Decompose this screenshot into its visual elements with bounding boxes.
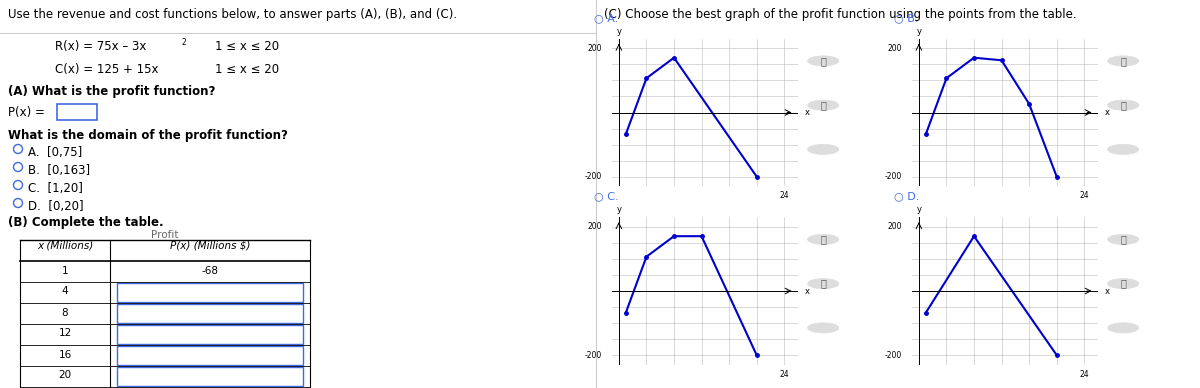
- Text: C(x) = 125 + 15x: C(x) = 125 + 15x: [55, 63, 158, 76]
- Text: 1: 1: [61, 265, 68, 275]
- Text: 24: 24: [780, 369, 790, 379]
- Text: -200: -200: [584, 351, 601, 360]
- Text: y: y: [917, 27, 922, 36]
- Text: ○ D.: ○ D.: [894, 192, 919, 202]
- Text: (C) Choose the best graph of the profit function using the points from the table: (C) Choose the best graph of the profit …: [604, 8, 1076, 21]
- Text: P(x) =: P(x) =: [8, 106, 44, 119]
- Text: 🔍: 🔍: [821, 56, 826, 66]
- Text: 1 ≤ x ≤ 20: 1 ≤ x ≤ 20: [215, 63, 280, 76]
- Text: B.  [0,163]: B. [0,163]: [28, 164, 90, 177]
- Text: 200: 200: [587, 44, 601, 53]
- Text: x: x: [805, 108, 810, 117]
- Text: -200: -200: [884, 172, 901, 181]
- Text: y: y: [617, 205, 622, 214]
- Text: ○ C.: ○ C.: [594, 192, 619, 202]
- Text: P(x) (Millions $): P(x) (Millions $): [170, 241, 250, 251]
- Text: 16: 16: [59, 350, 72, 360]
- Text: 🔍: 🔍: [1121, 234, 1126, 244]
- Text: 🔍: 🔍: [821, 100, 826, 110]
- Text: 🔍: 🔍: [821, 279, 826, 289]
- Text: x (Millions): x (Millions): [37, 241, 94, 251]
- Text: 200: 200: [887, 222, 901, 231]
- Text: 24: 24: [1080, 369, 1090, 379]
- FancyBboxPatch shape: [118, 283, 302, 302]
- Text: -68: -68: [202, 265, 218, 275]
- FancyBboxPatch shape: [118, 346, 302, 365]
- Text: 🔍: 🔍: [1121, 56, 1126, 66]
- Text: C.  [1,20]: C. [1,20]: [28, 182, 83, 195]
- FancyBboxPatch shape: [118, 367, 302, 386]
- Text: -200: -200: [584, 172, 601, 181]
- Text: x: x: [805, 286, 810, 296]
- Text: x: x: [1105, 286, 1110, 296]
- Text: 24: 24: [780, 191, 790, 200]
- Text: 🔍: 🔍: [1121, 100, 1126, 110]
- Text: -200: -200: [884, 351, 901, 360]
- Text: (B) Complete the table.: (B) Complete the table.: [8, 216, 163, 229]
- Text: D.  [0,20]: D. [0,20]: [28, 200, 84, 213]
- Text: 🔍: 🔍: [821, 234, 826, 244]
- Text: y: y: [917, 205, 922, 214]
- Text: 🔍: 🔍: [1121, 279, 1126, 289]
- Text: What is the domain of the profit function?: What is the domain of the profit functio…: [8, 129, 288, 142]
- Text: 2: 2: [181, 38, 186, 47]
- Text: A.  [0,75]: A. [0,75]: [28, 146, 83, 159]
- FancyBboxPatch shape: [58, 104, 97, 120]
- Text: 12: 12: [59, 329, 72, 338]
- Text: 200: 200: [887, 44, 901, 53]
- Text: x: x: [1105, 108, 1110, 117]
- Text: ○ B.: ○ B.: [894, 13, 918, 23]
- Text: 20: 20: [59, 371, 72, 381]
- Text: R(x) = 75x – 3x: R(x) = 75x – 3x: [55, 40, 146, 53]
- Text: Use the revenue and cost functions below, to answer parts (A), (B), and (C).: Use the revenue and cost functions below…: [8, 8, 457, 21]
- Text: 200: 200: [587, 222, 601, 231]
- FancyBboxPatch shape: [118, 325, 302, 344]
- Text: 1 ≤ x ≤ 20: 1 ≤ x ≤ 20: [215, 40, 280, 53]
- Text: (A) What is the profit function?: (A) What is the profit function?: [8, 85, 215, 98]
- Text: 24: 24: [1080, 191, 1090, 200]
- Text: ○ A.: ○ A.: [594, 13, 618, 23]
- Text: Profit: Profit: [151, 230, 179, 240]
- Text: y: y: [617, 27, 622, 36]
- Text: 8: 8: [61, 308, 68, 317]
- FancyBboxPatch shape: [118, 304, 302, 323]
- Text: 4: 4: [61, 286, 68, 296]
